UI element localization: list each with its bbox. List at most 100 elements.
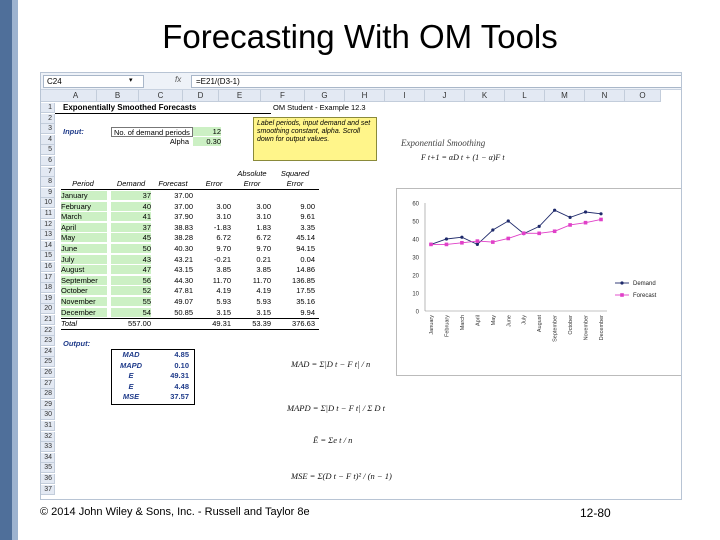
table-cell-error: 9.70 (216, 244, 231, 253)
row-header[interactable]: 29 (41, 399, 55, 410)
row-header[interactable]: 19 (41, 293, 55, 304)
y-tick-label: 20 (412, 274, 419, 280)
x-tick-label: October (568, 315, 574, 335)
name-box[interactable]: C24 (43, 75, 144, 88)
table-cell-demand[interactable]: 43 (111, 254, 151, 264)
forecast-chart-svg: 0 10 20 30 40 50 60 January February March April Ma… (412, 202, 656, 342)
row-header[interactable]: 24 (41, 346, 55, 357)
row-header[interactable]: 12 (41, 219, 55, 230)
row-header[interactable]: 34 (41, 452, 55, 463)
y-tick-label: 30 (412, 256, 419, 262)
row-header[interactable]: 23 (41, 336, 55, 347)
row-header[interactable]: 20 (41, 304, 55, 315)
table-cell-demand[interactable]: 37 (111, 222, 151, 232)
column-header[interactable]: F (261, 90, 305, 102)
row-header[interactable]: 36 (41, 474, 55, 484)
row-header[interactable]: 35 (41, 463, 55, 474)
row-header[interactable]: 37 (41, 484, 55, 495)
row-header[interactable]: 9 (41, 187, 55, 198)
table-cell-demand[interactable]: 54 (111, 307, 151, 317)
table-cell-abs: 4.19 (256, 286, 271, 296)
row-header[interactable]: 30 (41, 410, 55, 421)
series-line-forecast (431, 219, 602, 245)
row-header[interactable]: 17 (41, 272, 55, 283)
row-header[interactable]: 10 (41, 198, 55, 209)
fx-icon[interactable]: fx (175, 75, 182, 84)
formula-input[interactable]: =E21/(D3-1) (191, 75, 681, 88)
column-header[interactable]: E (219, 90, 261, 102)
column-header[interactable]: L (505, 90, 545, 102)
row-header[interactable]: 26 (41, 368, 55, 378)
column-header[interactable]: K (465, 90, 505, 102)
table-cell-period[interactable]: January (61, 191, 107, 200)
row-header[interactable]: 3 (41, 124, 55, 135)
row-header[interactable]: 21 (41, 315, 55, 325)
x-tick-label: June (506, 315, 512, 327)
table-cell-demand[interactable]: 50 (111, 244, 151, 253)
row-header[interactable]: 6 (41, 156, 55, 166)
table-cell-period[interactable]: February (61, 201, 107, 211)
row-header[interactable]: 32 (41, 431, 55, 442)
column-header[interactable]: B (97, 90, 139, 102)
table-cell-period[interactable]: August (61, 265, 107, 275)
row-header[interactable]: 5 (41, 145, 55, 156)
table-cell-period[interactable]: December (61, 307, 107, 317)
column-header[interactable]: A (55, 90, 97, 102)
row-header[interactable]: 15 (41, 251, 55, 262)
column-header[interactable]: D (183, 90, 219, 102)
total-demand: 557.00 (128, 319, 151, 328)
header-period: Period (72, 179, 94, 188)
corner-cell[interactable] (41, 90, 56, 102)
alpha-value[interactable]: 0.30 (193, 137, 221, 146)
table-cell-period[interactable]: April (61, 222, 107, 232)
table-cell-demand[interactable]: 52 (111, 286, 151, 296)
table-cell-demand[interactable]: 55 (111, 297, 151, 306)
table-cell-demand[interactable]: 45 (111, 233, 151, 243)
total-error: 49.31 (212, 319, 231, 328)
title-underline (55, 113, 271, 114)
table-cell-period[interactable]: October (61, 286, 107, 296)
row-header[interactable]: 33 (41, 442, 55, 453)
demand-periods-value[interactable]: 12 (193, 127, 221, 136)
column-header[interactable]: M (545, 90, 585, 102)
column-header[interactable]: J (425, 90, 465, 102)
table-cell-demand[interactable]: 40 (111, 201, 151, 211)
row-header[interactable]: 2 (41, 113, 55, 124)
row-header[interactable]: 11 (41, 209, 55, 219)
table-cell-period[interactable]: May (61, 233, 107, 243)
table-cell-error: 3.10 (216, 212, 231, 222)
row-header[interactable]: 8 (41, 177, 55, 188)
row-header[interactable]: 16 (41, 262, 55, 272)
table-cell-demand[interactable]: 47 (111, 265, 151, 275)
row-header[interactable]: 18 (41, 283, 55, 294)
table-cell-sq: 9.00 (300, 201, 315, 211)
row-header[interactable]: 13 (41, 230, 55, 241)
chevron-down-icon[interactable]: ▾ (129, 77, 133, 84)
table-cell-demand[interactable]: 37 (111, 191, 151, 200)
row-header[interactable]: 28 (41, 389, 55, 400)
column-header[interactable]: O (625, 90, 661, 102)
table-cell-period[interactable]: September (61, 275, 107, 285)
table-cell-period[interactable]: November (61, 297, 107, 306)
column-header[interactable]: C (139, 90, 183, 102)
table-cell-period[interactable]: July (61, 254, 107, 264)
table-cell-demand[interactable]: 56 (111, 275, 151, 285)
row-header[interactable]: 25 (41, 357, 55, 368)
table-cell-period[interactable]: March (61, 212, 107, 222)
column-header[interactable]: H (345, 90, 385, 102)
row-header[interactable]: 1 (41, 103, 55, 113)
row-header[interactable]: 7 (41, 166, 55, 177)
table-cell-period[interactable]: June (61, 244, 107, 253)
column-header[interactable]: G (305, 90, 345, 102)
column-header[interactable]: I (385, 90, 425, 102)
table-cell-error: -0.21 (213, 254, 231, 264)
column-header[interactable]: N (585, 90, 625, 102)
row-header[interactable]: 14 (41, 240, 55, 251)
row-header[interactable]: 27 (41, 378, 55, 389)
output-value: 37.57 (170, 392, 189, 402)
table-cell-forecast: 49.07 (174, 297, 193, 306)
row-header[interactable]: 22 (41, 325, 55, 336)
row-header[interactable]: 4 (41, 134, 55, 145)
row-header[interactable]: 31 (41, 421, 55, 431)
table-cell-demand[interactable]: 41 (111, 212, 151, 222)
